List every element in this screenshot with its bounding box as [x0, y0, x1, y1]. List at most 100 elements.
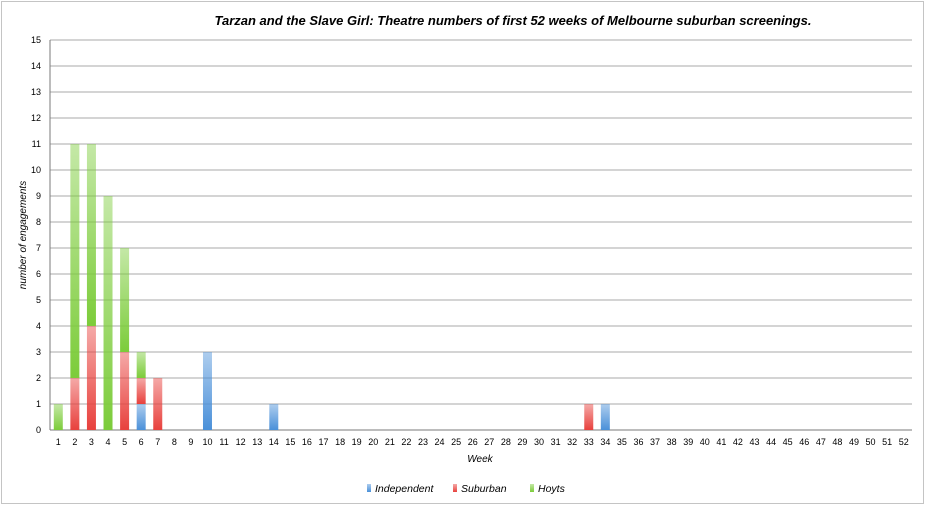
x-tick-label: 9	[188, 437, 193, 447]
x-tick-label: 48	[832, 437, 842, 447]
bar-segment-hoyts	[103, 196, 113, 430]
y-tick-label: 7	[36, 243, 41, 253]
bar-segment-independent	[136, 404, 146, 430]
bar-segment-suburban	[584, 404, 594, 430]
y-tick-label: 8	[36, 217, 41, 227]
x-tick-label: 33	[584, 437, 594, 447]
x-tick-label: 24	[435, 437, 445, 447]
legend-label: Suburban	[461, 483, 507, 495]
x-tick-label: 27	[484, 437, 494, 447]
x-tick-label: 16	[302, 437, 312, 447]
bar-segment-hoyts	[53, 404, 63, 430]
x-tick-label: 7	[155, 437, 160, 447]
y-tick-label: 6	[36, 269, 41, 279]
x-tick-label: 8	[172, 437, 177, 447]
legend-label: Independent	[375, 483, 434, 495]
bar-segment-independent	[269, 404, 279, 430]
x-tick-label: 23	[418, 437, 428, 447]
x-tick-label: 46	[799, 437, 809, 447]
x-tick-label: 1	[56, 437, 61, 447]
x-axis-ticks: 1 2 3 4 5 6 7 8 9 10 11 12 13 14 15 16 17 18 19 20 21 22 23 24 2…	[56, 437, 909, 447]
y-tick-label: 14	[31, 61, 41, 71]
x-tick-label: 10	[202, 437, 212, 447]
bar-segment-hoyts	[86, 144, 96, 326]
bar-segment-hoyts	[70, 144, 80, 378]
bar-segment-suburban	[136, 378, 146, 404]
legend-swatch	[367, 484, 371, 492]
bar-segment-suburban	[86, 326, 96, 430]
bar-segment-suburban	[120, 352, 130, 430]
x-tick-label: 3	[89, 437, 94, 447]
x-tick-label: 22	[401, 437, 411, 447]
x-tick-label: 38	[667, 437, 677, 447]
legend: Independent Suburban Hoyts	[367, 483, 566, 495]
x-tick-label: 26	[468, 437, 478, 447]
x-tick-label: 45	[783, 437, 793, 447]
y-tick-label: 9	[36, 191, 41, 201]
x-tick-label: 37	[650, 437, 660, 447]
x-tick-label: 31	[551, 437, 561, 447]
x-tick-label: 39	[683, 437, 693, 447]
x-tick-label: 2	[72, 437, 77, 447]
x-tick-label: 35	[617, 437, 627, 447]
x-tick-label: 4	[106, 437, 111, 447]
x-tick-label: 18	[335, 437, 345, 447]
x-tick-label: 42	[733, 437, 743, 447]
x-tick-label: 20	[368, 437, 378, 447]
x-tick-label: 15	[285, 437, 295, 447]
x-tick-label: 28	[501, 437, 511, 447]
y-tick-label: 5	[36, 295, 41, 305]
x-tick-label: 44	[766, 437, 776, 447]
bar-segment-hoyts	[120, 248, 130, 352]
x-tick-label: 30	[534, 437, 544, 447]
x-tick-label: 47	[816, 437, 826, 447]
x-tick-label: 49	[849, 437, 859, 447]
x-tick-label: 21	[385, 437, 395, 447]
bars	[53, 144, 610, 430]
x-tick-label: 41	[716, 437, 726, 447]
y-tick-label: 3	[36, 347, 41, 357]
y-tick-label: 12	[31, 113, 41, 123]
x-tick-label: 52	[899, 437, 909, 447]
legend-item-hoyts: Hoyts	[530, 483, 566, 495]
x-tick-label: 40	[700, 437, 710, 447]
x-tick-label: 51	[882, 437, 892, 447]
y-tick-label: 4	[36, 321, 41, 331]
bar-segment-suburban	[153, 378, 163, 430]
legend-swatch	[453, 484, 457, 492]
bar-segment-independent	[202, 352, 212, 430]
x-tick-label: 29	[517, 437, 527, 447]
x-tick-label: 32	[567, 437, 577, 447]
x-tick-label: 5	[122, 437, 127, 447]
legend-label: Hoyts	[538, 483, 566, 495]
x-tick-label: 13	[252, 437, 262, 447]
chart-title: Tarzan and the Slave Girl: Theatre numbe…	[215, 13, 812, 28]
y-tick-label: 10	[31, 165, 41, 175]
x-tick-label: 36	[633, 437, 643, 447]
x-tick-label: 34	[600, 437, 610, 447]
y-tick-label: 1	[36, 399, 41, 409]
y-tick-label: 2	[36, 373, 41, 383]
bar-segment-independent	[600, 404, 610, 430]
y-tick-label: 15	[31, 35, 41, 45]
x-tick-label: 50	[866, 437, 876, 447]
x-tick-label: 11	[219, 437, 228, 447]
gridlines	[49, 39, 912, 431]
x-tick-label: 12	[236, 437, 246, 447]
legend-item-independent: Independent	[367, 483, 434, 495]
y-tick-label: 11	[32, 139, 41, 149]
y-axis-label: number of engagements	[18, 181, 29, 289]
bar-segment-suburban	[70, 378, 80, 430]
x-tick-label: 14	[269, 437, 279, 447]
bar-segment-hoyts	[136, 352, 146, 378]
x-tick-label: 43	[750, 437, 760, 447]
y-tick-label: 13	[31, 87, 41, 97]
x-tick-label: 19	[352, 437, 362, 447]
legend-item-suburban: Suburban	[453, 483, 507, 495]
legend-swatch	[530, 484, 534, 492]
x-tick-label: 25	[451, 437, 461, 447]
y-tick-label: 0	[36, 425, 41, 435]
x-axis-label: Week	[467, 454, 493, 465]
